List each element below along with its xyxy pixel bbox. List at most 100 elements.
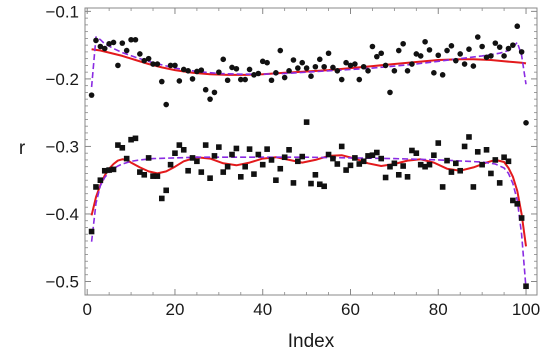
data-point-circle xyxy=(198,67,205,73)
data-point-square xyxy=(303,119,310,125)
x-tick-label: 60 xyxy=(341,300,360,319)
data-point-square xyxy=(132,135,139,142)
y-tick-label: −0.5 xyxy=(45,272,79,291)
data-point-circle xyxy=(237,76,244,83)
data-point-square xyxy=(97,177,104,183)
data-point-square xyxy=(492,157,499,163)
data-point-square xyxy=(483,147,490,153)
data-point-circle xyxy=(352,61,358,67)
data-point-square xyxy=(369,152,376,159)
data-point-circle xyxy=(93,37,99,44)
data-point-square xyxy=(382,174,389,181)
data-point-circle xyxy=(150,61,156,67)
data-point-circle xyxy=(365,68,371,74)
data-point-square xyxy=(356,161,363,167)
data-point-circle xyxy=(501,53,507,59)
data-point-circle xyxy=(233,65,240,72)
data-point-circle xyxy=(395,47,402,54)
data-point-circle xyxy=(400,40,406,47)
data-point-square xyxy=(308,180,314,187)
data-point-square xyxy=(224,163,231,170)
data-point-circle xyxy=(255,70,262,77)
data-point-square xyxy=(233,145,240,152)
x-tick-label: 0 xyxy=(82,300,91,319)
data-point-square xyxy=(321,183,327,190)
data-point-circle xyxy=(308,73,314,80)
data-point-square xyxy=(352,155,358,161)
data-point-circle xyxy=(510,42,516,48)
data-point-square xyxy=(281,154,288,161)
data-point-square xyxy=(295,158,301,165)
data-point-square xyxy=(470,184,477,190)
data-point-square xyxy=(194,158,200,165)
data-point-circle xyxy=(369,43,376,50)
data-point-square xyxy=(158,195,165,202)
data-point-square xyxy=(400,163,406,169)
y-tick-label: −0.1 xyxy=(45,2,79,21)
data-point-square xyxy=(374,149,380,156)
data-point-square xyxy=(229,151,235,158)
data-point-circle xyxy=(211,89,218,96)
y-tick-label: −0.4 xyxy=(45,205,79,224)
x-tick-label: 20 xyxy=(166,300,185,319)
data-point-square xyxy=(413,150,420,156)
data-point-square xyxy=(422,163,428,170)
data-point-circle xyxy=(180,66,187,73)
data-point-square xyxy=(479,161,485,168)
data-point-square xyxy=(167,161,174,168)
data-point-circle xyxy=(448,43,455,49)
data-point-circle xyxy=(246,66,253,73)
data-point-square xyxy=(488,170,494,177)
data-point-square xyxy=(207,175,213,181)
data-point-square xyxy=(435,140,442,146)
data-point-square xyxy=(417,161,424,168)
data-point-circle xyxy=(417,53,424,59)
data-point-square xyxy=(518,215,525,221)
data-point-circle xyxy=(299,59,306,66)
data-point-square xyxy=(378,155,385,162)
data-point-square xyxy=(264,146,270,152)
data-point-circle xyxy=(110,39,117,46)
data-point-square xyxy=(119,144,126,151)
data-point-square xyxy=(316,181,323,188)
data-point-square xyxy=(242,163,248,170)
data-point-square xyxy=(220,169,227,175)
data-point-square xyxy=(150,173,156,179)
data-point-square xyxy=(237,174,244,180)
data-point-circle xyxy=(194,68,200,75)
data-point-circle xyxy=(523,120,529,126)
data-point-circle xyxy=(474,34,481,40)
data-point-square xyxy=(496,180,503,186)
data-point-square xyxy=(211,153,218,159)
data-point-square xyxy=(180,147,187,153)
data-point-square xyxy=(347,162,354,169)
data-point-circle xyxy=(483,54,490,61)
data-point-circle xyxy=(167,62,174,69)
data-point-square xyxy=(101,167,108,174)
y-tick-label: −0.3 xyxy=(45,137,79,156)
data-point-circle xyxy=(154,61,161,67)
data-point-square xyxy=(115,142,121,148)
data-point-square xyxy=(409,147,415,154)
data-point-square xyxy=(137,169,143,175)
data-point-circle xyxy=(119,40,126,46)
data-point-square xyxy=(461,143,468,150)
data-point-circle xyxy=(496,44,503,50)
data-point-square xyxy=(163,187,169,194)
data-point-square xyxy=(439,184,446,190)
data-point-circle xyxy=(330,64,336,71)
data-point-circle xyxy=(141,57,148,64)
data-point-square xyxy=(202,142,209,148)
data-point-square xyxy=(457,167,464,174)
x-axis-title: Index xyxy=(288,331,335,352)
x-axis-ticks: 0 20 40 60 80 100 xyxy=(82,8,540,319)
data-point-circle xyxy=(356,76,363,83)
data-point-circle xyxy=(295,65,301,71)
data-point-square xyxy=(93,184,99,190)
data-point-square xyxy=(189,155,196,161)
data-point-circle xyxy=(334,68,341,74)
data-point-square xyxy=(453,160,459,167)
data-point-circle xyxy=(316,56,323,63)
data-point-square xyxy=(387,163,393,170)
